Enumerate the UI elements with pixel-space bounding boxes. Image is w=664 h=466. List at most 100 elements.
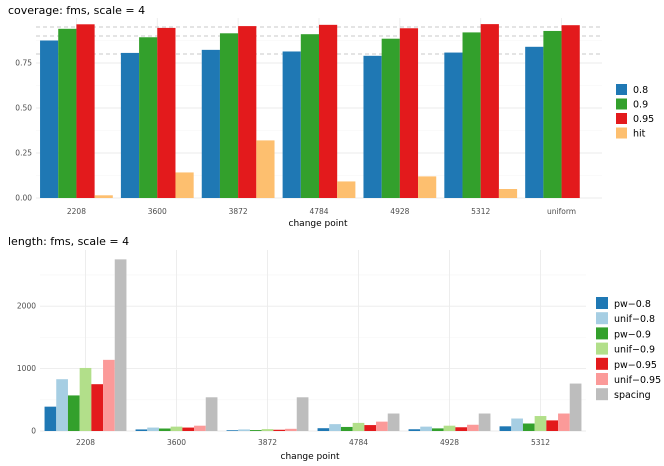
coverage-bar-0.95 xyxy=(76,24,95,198)
length-legend-label: unif−0.8 xyxy=(614,314,655,325)
length-bar-pw-0.8 xyxy=(317,428,330,431)
coverage-legend-swatch xyxy=(616,127,627,139)
coverage-bar-0.9 xyxy=(381,38,400,199)
length-chart: length: fms, scale = 4 0 1000 2000 2208 3600… xyxy=(8,235,661,462)
coverage-x-tick-label: 4784 xyxy=(309,207,328,216)
coverage-y-tick-label: 0.00 xyxy=(15,194,32,203)
length-bar-pw-0.9 xyxy=(67,395,80,431)
length-bar-pw-0.8 xyxy=(226,430,239,431)
length-bar-spacing xyxy=(478,413,491,431)
coverage-bar-hit xyxy=(175,172,194,198)
length-bar-pw-0.95 xyxy=(546,420,559,431)
length-legend-label: pw−0.95 xyxy=(614,360,657,371)
length-legend-swatch xyxy=(596,342,608,355)
length-x-tick-label: 4928 xyxy=(440,438,459,447)
length-legend-swatch xyxy=(596,327,608,340)
coverage-bar-hit xyxy=(418,176,437,198)
length-legend-label: pw−0.9 xyxy=(614,329,651,340)
coverage-chart-title: coverage: fms, scale = 4 xyxy=(8,4,145,17)
length-bar-pw-0.95 xyxy=(364,425,377,431)
length-bar-pw-0.8 xyxy=(499,426,512,431)
length-x-tick-label: 3872 xyxy=(258,438,277,447)
length-bar-spacing xyxy=(569,383,582,431)
coverage-bar-0.95 xyxy=(561,25,580,199)
coverage-bar-0.8 xyxy=(363,55,382,198)
length-y-tick-label: 0 xyxy=(31,427,36,436)
coverage-x-tick-label: 2208 xyxy=(67,207,86,216)
coverage-legend-label: 0.9 xyxy=(633,100,648,111)
coverage-bar-0.95 xyxy=(399,28,419,199)
length-legend-swatch xyxy=(596,373,608,385)
coverage-x-tick-label: uniform xyxy=(547,207,576,216)
coverage-x-tick-label: 4928 xyxy=(390,207,409,216)
length-bar-unif-0.9 xyxy=(261,429,274,431)
coverage-bar-0.8 xyxy=(40,40,59,198)
length-x-axis-label: change point xyxy=(281,452,340,462)
length-bar-unif-0.9 xyxy=(170,426,183,431)
length-bar-pw-0.8 xyxy=(135,429,148,431)
length-x-tick-label: 3600 xyxy=(167,438,186,447)
length-y-tick-label: 2000 xyxy=(17,302,36,311)
coverage-x-axis-label: change point xyxy=(289,219,348,229)
length-bar-unif-0.95 xyxy=(558,413,570,431)
length-bar-unif-0.95 xyxy=(467,424,479,431)
length-plot-area: 0 1000 2000 2208 3600 3872 4784 4928 5312 xyxy=(17,250,586,447)
length-bar-unif-0.95 xyxy=(103,359,115,431)
coverage-legend-swatch xyxy=(616,113,627,124)
coverage-legend: 0.8 0.9 0.95 hit xyxy=(616,84,654,140)
coverage-bar-0.95 xyxy=(319,24,338,199)
length-x-tick-label: 2208 xyxy=(76,438,95,447)
length-legend-swatch xyxy=(596,312,608,325)
length-legend-label: pw−0.8 xyxy=(614,299,651,310)
length-bar-spacing xyxy=(296,397,309,431)
length-bar-spacing xyxy=(114,259,127,431)
coverage-bar-0.9 xyxy=(462,32,481,199)
length-bar-pw-0.8 xyxy=(408,429,421,431)
coverage-legend-label: 0.8 xyxy=(633,85,648,96)
coverage-bar-0.95 xyxy=(157,27,176,199)
length-bar-unif-0.8 xyxy=(420,426,432,431)
length-x-tick-label: 4784 xyxy=(349,438,368,447)
length-bar-unif-0.95 xyxy=(376,421,388,431)
length-bar-pw-0.9 xyxy=(340,426,353,431)
coverage-bar-0.9 xyxy=(543,30,562,199)
length-bar-unif-0.8 xyxy=(511,418,523,431)
length-bar-pw-0.9 xyxy=(158,428,171,431)
length-bar-unif-0.95 xyxy=(285,428,297,431)
coverage-bar-hit xyxy=(498,189,518,198)
coverage-x-tick-label: 3872 xyxy=(229,207,248,216)
coverage-bar-0.8 xyxy=(120,52,140,198)
coverage-bar-0.8 xyxy=(444,52,463,199)
length-bar-spacing xyxy=(205,397,218,431)
coverage-bar-0.95 xyxy=(238,26,257,198)
length-bar-pw-0.9 xyxy=(249,430,262,431)
coverage-bar-hit xyxy=(337,181,356,198)
length-legend-label: unif−0.95 xyxy=(614,375,661,386)
length-bar-pw-0.95 xyxy=(455,427,468,431)
length-legend: pw−0.8 unif−0.8 pw−0.9 unif−0.9 pw−0.95 unif−… xyxy=(596,297,661,401)
length-legend-swatch xyxy=(596,357,608,370)
length-bar-unif-0.9 xyxy=(352,422,365,431)
coverage-x-tick-label: 5312 xyxy=(471,207,490,216)
length-bar-unif-0.8 xyxy=(56,379,68,431)
coverage-bar-0.8 xyxy=(201,49,220,198)
coverage-legend-swatch xyxy=(616,84,627,95)
coverage-plot-area: 0.00 0.25 0.50 0.75 2208 3600 3872 4784 4928 5312… xyxy=(15,18,602,216)
coverage-y-tick-label: 0.50 xyxy=(15,104,32,113)
coverage-y-tick-label: 0.25 xyxy=(15,149,32,158)
coverage-legend-swatch xyxy=(616,98,627,110)
length-y-tick-label: 1000 xyxy=(17,364,36,373)
coverage-chart: coverage: fms, scale = 4 0.00 0.25 0.50 0.7… xyxy=(8,4,654,229)
length-bar-pw-0.9 xyxy=(431,428,444,431)
coverage-bar-0.9 xyxy=(58,28,77,198)
length-bar-unif-0.9 xyxy=(443,425,456,431)
length-bar-unif-0.9 xyxy=(534,416,547,431)
coverage-bar-0.95 xyxy=(480,24,499,199)
length-bar-unif-0.9 xyxy=(79,367,92,431)
length-bar-unif-0.95 xyxy=(194,425,206,431)
length-legend-swatch xyxy=(596,388,608,401)
coverage-bar-hit xyxy=(94,195,113,198)
length-x-tick-label: 5312 xyxy=(531,438,550,447)
coverage-x-tick-label: 3600 xyxy=(148,207,167,216)
